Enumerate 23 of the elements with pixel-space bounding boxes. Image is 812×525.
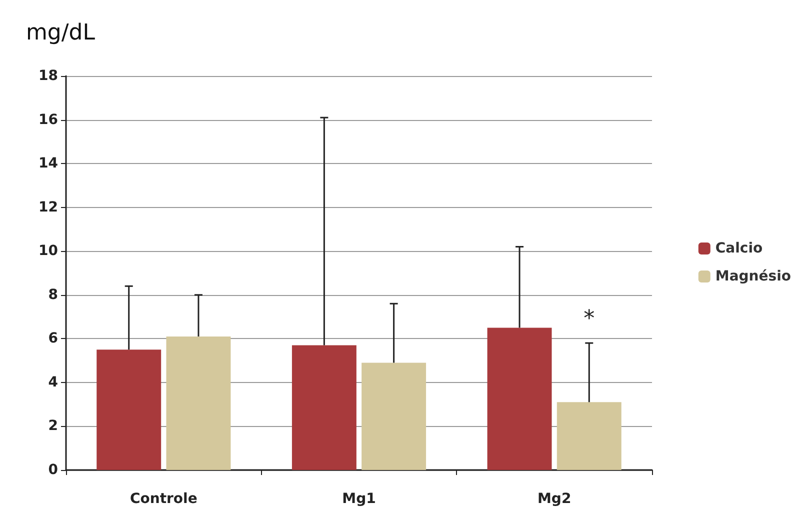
annotation: * — [584, 306, 595, 332]
bar — [362, 362, 426, 470]
bar — [556, 402, 622, 470]
bar — [96, 350, 162, 470]
y-tick-label: 2 — [48, 418, 58, 434]
x-tick-label: Controle — [130, 491, 198, 507]
legend-label: Magnésio — [715, 268, 792, 284]
y-tick-label: 8 — [48, 286, 58, 303]
y-axis-title: mg/dL — [26, 20, 96, 46]
x-tick-label: Mg2 — [537, 491, 572, 507]
bar — [166, 336, 231, 470]
legend-label: Calcio — [715, 240, 764, 256]
y-tick-label: 10 — [38, 243, 58, 260]
y-tick-label: 4 — [48, 374, 58, 390]
bar — [292, 345, 356, 470]
y-tick-label: 6 — [48, 330, 58, 347]
y-tick-label: 16 — [38, 112, 58, 128]
bar — [487, 328, 552, 470]
y-tick-label: 18 — [38, 68, 58, 84]
y-tick-label: 12 — [38, 199, 58, 216]
y-tick-label: 0 — [48, 462, 58, 478]
x-tick-label: Mg1 — [342, 491, 376, 507]
y-tick-label: 14 — [38, 156, 58, 172]
